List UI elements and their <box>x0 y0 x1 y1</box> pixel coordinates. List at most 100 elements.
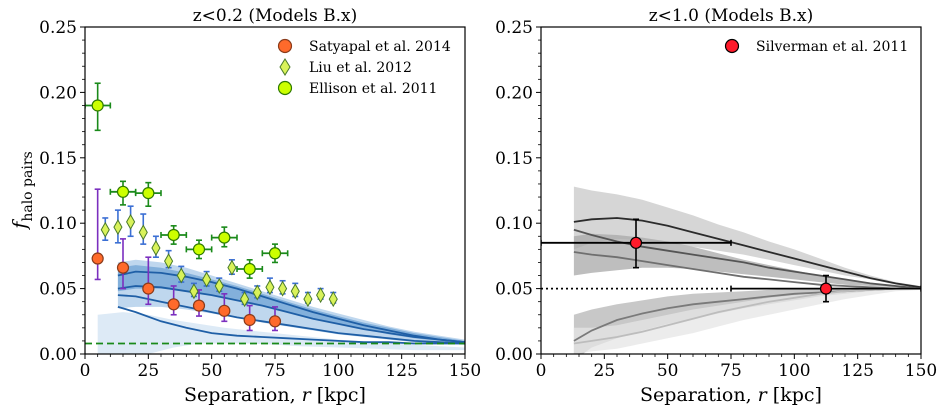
left-satyapal-et-al-2014-point <box>91 188 104 281</box>
right-x-tick-label: 100 <box>778 361 810 381</box>
right-model-3-line <box>573 251 921 290</box>
left-ellison-et-al-2011-point <box>185 239 213 260</box>
marker-circle <box>268 315 282 328</box>
legend-label: Liu et al. 2012 <box>309 60 412 76</box>
marker-circle <box>167 298 180 311</box>
marker-circle <box>218 231 231 244</box>
left-liu-et-al-2012-point <box>138 213 148 245</box>
marker-diamond <box>290 283 300 300</box>
marker-diamond <box>303 291 313 308</box>
left-y-tick-label: 0.25 <box>39 18 77 38</box>
left-liu-et-al-2012-point <box>265 277 275 296</box>
left-x-tick-label: 50 <box>201 361 223 381</box>
marker-circle <box>91 252 104 265</box>
right-x-tick-label: 25 <box>594 361 616 381</box>
right-y-tick-label: 0.05 <box>495 280 533 300</box>
legend-circle-marker <box>277 80 293 96</box>
left-y-axis-label: fhalo pairs <box>9 151 36 230</box>
right-y-tick-label: 0.20 <box>495 83 533 103</box>
left-legend: Satyapal et al. 2014 Liu et al. 2012 Ellis… <box>277 38 451 97</box>
right-y-tick-label: 0.10 <box>495 214 533 234</box>
legend-label: Silverman et al. 2011 <box>756 39 908 55</box>
right-model-5-line <box>573 287 921 345</box>
right-model-band-1 <box>573 186 921 289</box>
left-ellison-et-al-2011-point <box>109 180 137 206</box>
left-x-tick-label: 25 <box>138 361 160 381</box>
left-x-axis-label: Separation, r [kpc] <box>184 384 366 406</box>
left-liu-et-al-2012-point <box>278 279 288 297</box>
marker-diamond <box>265 279 275 296</box>
marker-circle <box>167 228 180 242</box>
marker-diamond <box>126 213 136 230</box>
left-liu-et-al-2012-point <box>189 282 199 300</box>
left-liu-et-al-2012-point <box>202 270 212 288</box>
marker-diamond <box>176 267 186 284</box>
right-model-1-line <box>573 217 921 289</box>
left-liu-et-al-2012-point <box>126 205 136 238</box>
marker-circle <box>192 299 206 312</box>
left-y-tick-label: 0.05 <box>39 280 77 300</box>
left-y-tick-label: 0.20 <box>39 83 77 103</box>
right-model-band-2 <box>573 233 921 289</box>
right-silverman-et-al-2011-point <box>730 274 921 303</box>
left-liu-et-al-2012-point <box>240 291 250 308</box>
marker-circle <box>243 262 256 276</box>
left-x-tick-label: 125 <box>385 361 417 381</box>
marker-circle <box>91 99 104 112</box>
legend-diamond-marker <box>279 58 291 76</box>
legend-label: Satyapal et al. 2014 <box>309 39 451 55</box>
marker-diamond <box>202 271 212 288</box>
right-panel: z<1.0 (Models B.x) 0 25 50 75 100 125 150 0.00 0… <box>495 6 937 406</box>
marker-diamond <box>100 221 110 238</box>
right-panel-title: z<1.0 (Models B.x) <box>649 6 814 26</box>
left-model-1-line <box>117 270 465 344</box>
marker-diamond <box>151 240 161 257</box>
legend-label: Ellison et al. 2011 <box>309 81 437 97</box>
right-x-tick-label: 150 <box>905 361 937 381</box>
right-legend: Silverman et al. 2011 <box>724 38 908 55</box>
left-x-tick-label: 100 <box>322 361 354 381</box>
right-x-tick-label: 125 <box>841 361 873 381</box>
right-y-tick-label: 0.25 <box>495 18 533 38</box>
left-model-2-line <box>117 285 465 344</box>
right-y-tick-label: 0.00 <box>495 345 533 365</box>
left-liu-et-al-2012-point <box>290 282 300 300</box>
left-satyapal-et-al-2014-point <box>268 306 282 332</box>
left-model-band-2 <box>117 265 465 344</box>
right-silverman-et-al-2011-point <box>541 218 732 269</box>
left-liu-et-al-2012-point <box>164 249 174 270</box>
right-x-tick-label: 0 <box>536 361 547 381</box>
marker-diamond <box>113 219 123 236</box>
left-satyapal-et-al-2014-point <box>218 293 231 323</box>
left-x-tick-label: 75 <box>264 361 286 381</box>
marker-diamond <box>138 224 148 241</box>
marker-circle <box>116 185 130 198</box>
marker-circle <box>142 282 155 295</box>
left-satyapal-et-al-2014-point <box>142 256 155 306</box>
right-model-band-4 <box>573 288 921 354</box>
left-ellison-et-al-2011-point <box>85 82 112 132</box>
right-x-tick-label: 75 <box>720 361 742 381</box>
marker-circle <box>243 313 256 327</box>
legend-circle-marker <box>277 38 293 54</box>
left-y-tick-label: 0.10 <box>39 214 77 234</box>
right-y-tick-label: 0.15 <box>495 149 533 169</box>
left-ellison-et-al-2011-point <box>236 259 264 279</box>
left-liu-et-al-2012-point <box>176 265 186 284</box>
right-x-axis-label: Separation, r [kpc] <box>640 384 822 406</box>
left-x-tick-label: 150 <box>449 361 481 381</box>
marker-circle <box>629 236 643 249</box>
left-panel-title: z<0.2 (Models B.x) <box>193 6 358 26</box>
marker-diamond <box>189 283 199 300</box>
left-satyapal-et-al-2014-point <box>116 238 130 290</box>
marker-diamond <box>328 291 338 308</box>
marker-diamond <box>164 253 174 270</box>
marker-circle <box>116 261 130 274</box>
right-model-band-3 <box>573 288 921 354</box>
left-liu-et-al-2012-point <box>227 259 237 276</box>
marker-diamond <box>240 291 250 308</box>
left-panel: z<0.2 (Models B.x) 0 25 50 75 100 125 150 0.00 0… <box>9 6 481 406</box>
left-satyapal-et-al-2014-point <box>167 285 180 316</box>
left-liu-et-al-2012-point <box>316 287 326 304</box>
